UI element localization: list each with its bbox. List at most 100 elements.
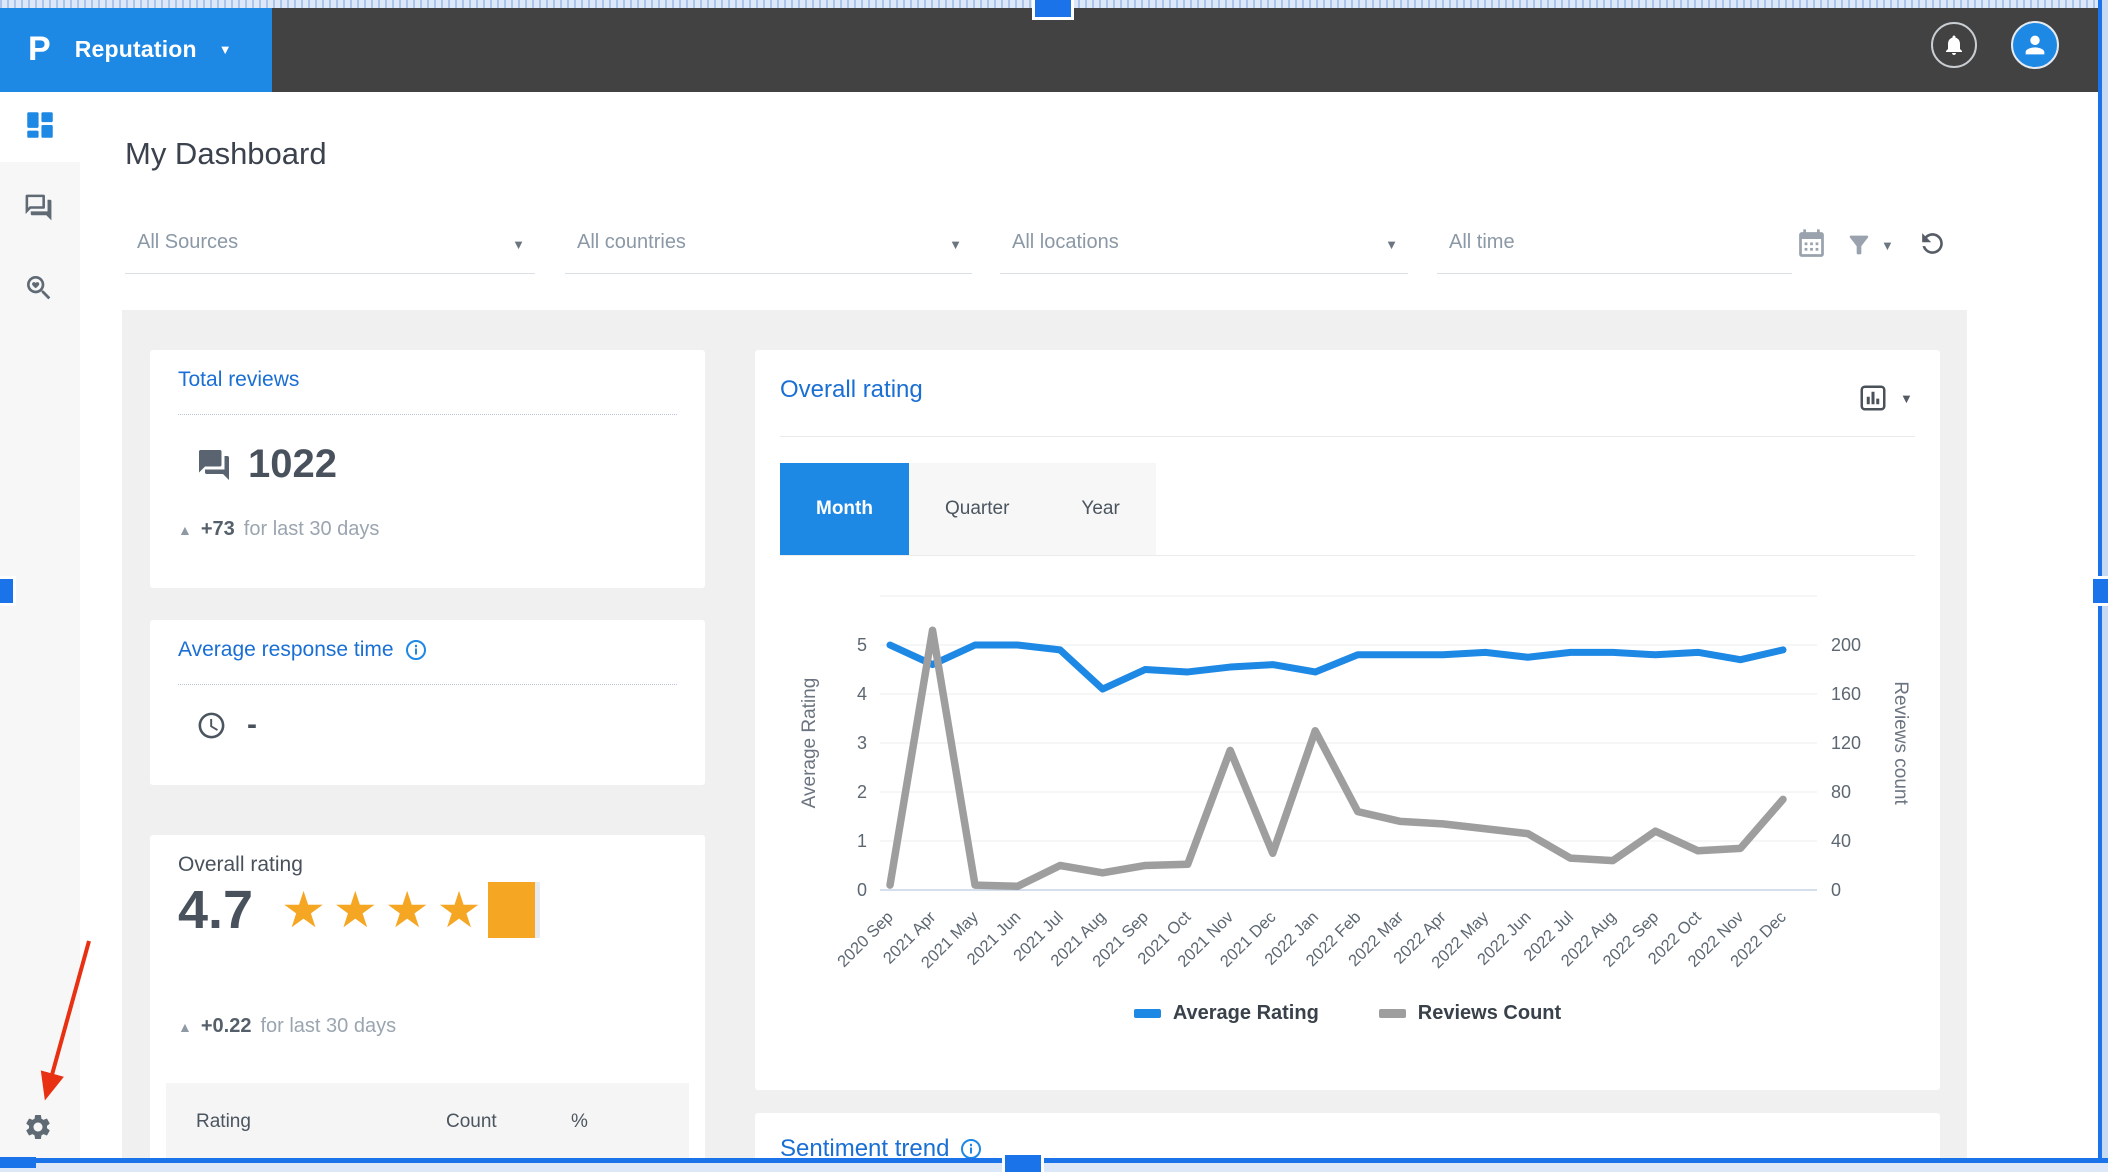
chart-type-button[interactable]: ▼	[1858, 383, 1913, 413]
brand-logo: P	[28, 30, 51, 68]
svg-text:40: 40	[1831, 831, 1851, 851]
overall-rating-chart-card: Overall rating ▼ Month Quarter Year 0 1 2 3…	[755, 350, 1940, 1090]
sentiment-trend-title: Sentiment trend	[780, 1135, 950, 1162]
funnel-icon	[1849, 235, 1869, 255]
divider	[780, 436, 1915, 437]
delta-value: +73	[200, 518, 235, 540]
filter-countries-value: All countries	[577, 231, 686, 253]
chevron-down-icon: ▼	[1385, 237, 1398, 252]
notifications-button[interactable]	[1931, 22, 1977, 68]
selection-border-bottom	[0, 1158, 2108, 1163]
total-reviews-value-row: 1022	[196, 442, 337, 487]
overall-rating-title: Overall rating	[178, 853, 303, 876]
filter-countries[interactable]: All countries ▼	[565, 223, 972, 274]
filter-sources[interactable]: All Sources ▼	[125, 223, 535, 274]
sidebar-item-conversations[interactable]	[23, 192, 54, 228]
selection-band-bottom	[0, 1163, 2108, 1172]
total-reviews-title-link[interactable]: Total reviews	[178, 368, 299, 392]
delta-value: +0.22	[200, 1015, 252, 1037]
overall-rating-value: 4.7	[178, 880, 254, 940]
filter-sources-value: All Sources	[137, 231, 239, 253]
svg-text:120: 120	[1831, 733, 1861, 753]
svg-text:80: 80	[1831, 782, 1851, 802]
svg-text:5: 5	[857, 635, 867, 655]
divider	[178, 684, 677, 685]
svg-text:160: 160	[1831, 684, 1861, 704]
bell-icon	[1946, 35, 1962, 55]
legend-label: Reviews Count	[1417, 1002, 1562, 1024]
svg-text:Reviews count: Reviews count	[1890, 681, 1911, 805]
dashboard-icon	[27, 112, 53, 138]
triangle-up-icon: ▲	[178, 1019, 192, 1035]
tab-quarter[interactable]: Quarter	[944, 498, 1010, 519]
person-icon	[2025, 35, 2045, 55]
product-switcher[interactable]: P Reputation ▼	[0, 7, 272, 92]
chart-legend: Average Rating Reviews Count	[755, 1002, 1940, 1025]
legend-swatch-blue	[1133, 1009, 1161, 1018]
calendar-icon	[1799, 229, 1824, 257]
tab-month[interactable]: Month	[780, 463, 909, 555]
review-search-icon	[27, 276, 51, 300]
triangle-up-icon: ▲	[178, 522, 192, 538]
svg-text:0: 0	[857, 880, 867, 900]
refresh-icon	[1922, 233, 1943, 254]
star-rating: ★★★★★	[281, 881, 541, 939]
svg-text:1: 1	[857, 831, 867, 851]
top-bar: P Reputation ▼	[0, 7, 2108, 92]
sidebar-item-settings[interactable]	[23, 1112, 53, 1147]
percent-column-header: %	[571, 1111, 588, 1132]
chevron-down-icon: ▼	[218, 42, 232, 57]
avg-response-time-card: Average response time -	[150, 620, 705, 785]
divider	[178, 414, 677, 415]
rating-column-header: Rating	[196, 1111, 251, 1132]
info-icon	[405, 640, 426, 660]
legend-reviews-count[interactable]: Reviews Count	[1378, 1002, 1562, 1025]
legend-average-rating[interactable]: Average Rating	[1133, 1002, 1319, 1025]
sidebar-nav	[0, 92, 80, 1172]
reset-filters-button[interactable]	[1917, 228, 1948, 264]
chevron-down-icon: ▼	[1881, 237, 1894, 253]
chevron-down-icon: ▼	[949, 237, 962, 252]
selection-handle-top[interactable]	[1032, 0, 1074, 20]
sidebar-active-highlight	[0, 92, 80, 162]
selection-handle-right[interactable]	[2090, 576, 2108, 606]
filter-locations-value: All locations	[1012, 231, 1119, 253]
total-reviews-delta: ▲ +73 for last 30 days	[178, 518, 379, 541]
chevron-down-icon: ▼	[512, 237, 525, 252]
selection-handle-left[interactable]	[0, 576, 16, 606]
legend-label: Average Rating	[1172, 1002, 1319, 1024]
sentiment-trend-title-link[interactable]: Sentiment trend	[780, 1135, 983, 1163]
bar-chart-icon	[1860, 385, 1886, 411]
rating-trend-chart: 0 1 2 3 4 5 Average Rating 0 40 80 120 160 200 Review…	[799, 595, 1911, 972]
page-title: My Dashboard	[125, 136, 327, 171]
svg-text:Average Rating: Average Rating	[799, 678, 820, 809]
avg-response-time-title-link[interactable]: Average response time	[178, 638, 428, 662]
filter-locations[interactable]: All locations ▼	[1000, 223, 1408, 274]
user-menu-button[interactable]	[2011, 21, 2059, 69]
legend-swatch-gray	[1378, 1009, 1406, 1018]
selection-handle-bottom[interactable]	[1002, 1152, 1044, 1172]
tab-year[interactable]: Year	[1081, 498, 1120, 519]
sidebar-item-review-search[interactable]	[23, 272, 55, 309]
selection-handle-bottom-left[interactable]	[0, 1157, 36, 1168]
total-reviews-title: Total reviews	[178, 368, 300, 391]
filter-menu-button[interactable]: ▼	[1845, 231, 1894, 259]
calendar-button[interactable]	[1795, 228, 1828, 266]
sidebar-item-dashboard[interactable]	[23, 108, 57, 147]
count-column-header: Count	[446, 1111, 497, 1132]
svg-text:2: 2	[857, 782, 867, 802]
svg-text:0: 0	[1831, 880, 1841, 900]
filter-time-range[interactable]: All time	[1437, 223, 1792, 274]
svg-text:4: 4	[857, 684, 867, 704]
chart-card-title-link[interactable]: Overall rating	[780, 376, 923, 403]
clock-icon	[198, 712, 225, 738]
reviews-icon	[199, 449, 229, 480]
svg-text:200: 200	[1831, 635, 1861, 655]
period-tabs: Month Quarter Year	[780, 463, 1156, 555]
chevron-down-icon: ▼	[1900, 390, 1913, 406]
total-reviews-card: Total reviews 1022 ▲ +73 for last 30 day…	[150, 350, 705, 588]
overall-rating-delta: ▲ +0.22 for last 30 days	[178, 1015, 396, 1038]
gear-icon	[26, 1115, 50, 1139]
avg-response-time-value-row: -	[196, 708, 257, 742]
